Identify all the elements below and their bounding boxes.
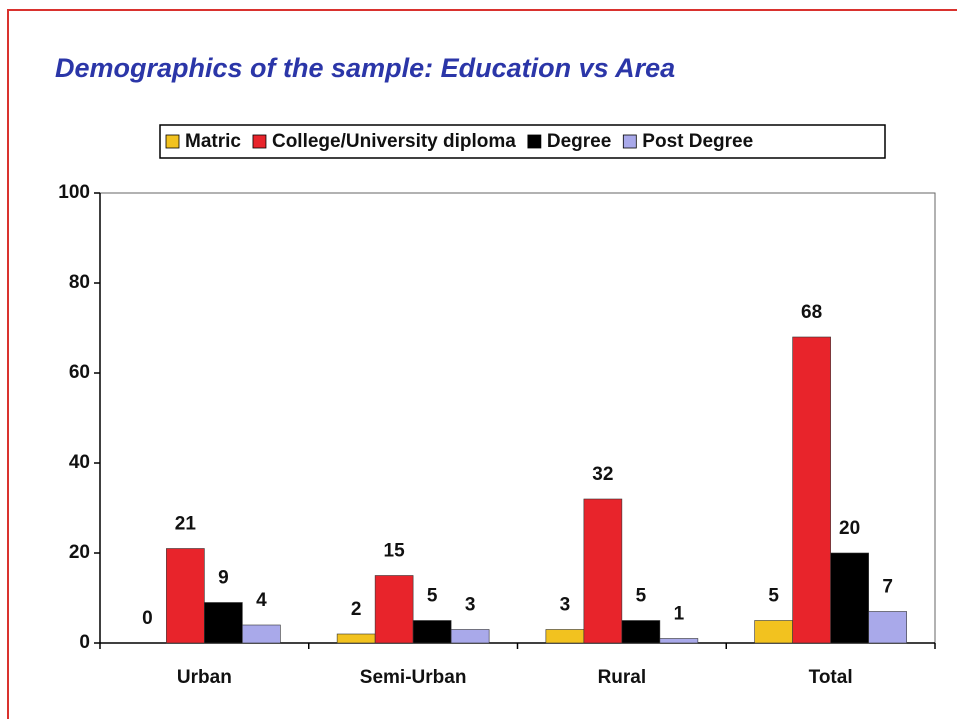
y-tick-label: 20 <box>69 542 90 563</box>
legend-swatch <box>165 134 180 149</box>
bar <box>204 602 243 644</box>
x-tick-label: Semi-Urban <box>360 667 467 688</box>
bar <box>166 548 205 644</box>
bar <box>242 624 281 644</box>
legend-label: Matric <box>185 131 241 152</box>
data-label: 5 <box>636 586 647 607</box>
data-label: 3 <box>560 595 571 616</box>
data-label: 21 <box>175 514 197 535</box>
data-label: 9 <box>218 568 229 589</box>
data-label: 5 <box>427 586 438 607</box>
bar <box>336 633 376 644</box>
legend-label: Post Degree <box>642 131 753 152</box>
y-tick-label: 60 <box>69 362 90 383</box>
y-tick-label: 0 <box>79 632 90 653</box>
data-label: 0 <box>142 608 153 629</box>
data-label: 1 <box>674 604 685 625</box>
bar <box>659 638 699 644</box>
legend-swatch <box>622 134 637 149</box>
y-tick-label: 40 <box>69 452 90 473</box>
bar <box>792 336 831 644</box>
data-label: 68 <box>801 302 822 323</box>
data-label: 2 <box>351 599 362 620</box>
bar <box>450 629 490 644</box>
bar <box>545 629 585 644</box>
legend-swatch <box>527 134 542 149</box>
chart-title: Demographics of the sample: Education vs… <box>55 53 675 83</box>
bar <box>621 620 661 644</box>
legend-swatch <box>252 134 267 149</box>
data-label: 32 <box>592 464 613 485</box>
legend-label: Degree <box>547 131 611 152</box>
data-label: 15 <box>384 541 406 562</box>
x-tick-label: Urban <box>177 667 232 688</box>
bar <box>374 575 414 644</box>
data-label: 4 <box>256 590 267 611</box>
y-tick-label: 100 <box>58 182 90 203</box>
bar <box>868 611 907 644</box>
y-tick-label: 80 <box>69 272 90 293</box>
bar <box>412 620 452 644</box>
legend-box <box>159 124 886 159</box>
data-label: 7 <box>882 577 893 598</box>
data-label: 3 <box>465 595 476 616</box>
data-label: 5 <box>768 586 779 607</box>
legend-label: College/University diploma <box>272 131 516 152</box>
x-tick-label: Total <box>809 667 853 688</box>
x-tick-label: Rural <box>598 667 647 688</box>
bar <box>830 552 869 644</box>
bar <box>754 620 793 644</box>
data-label: 20 <box>839 518 860 539</box>
bar <box>583 498 623 644</box>
